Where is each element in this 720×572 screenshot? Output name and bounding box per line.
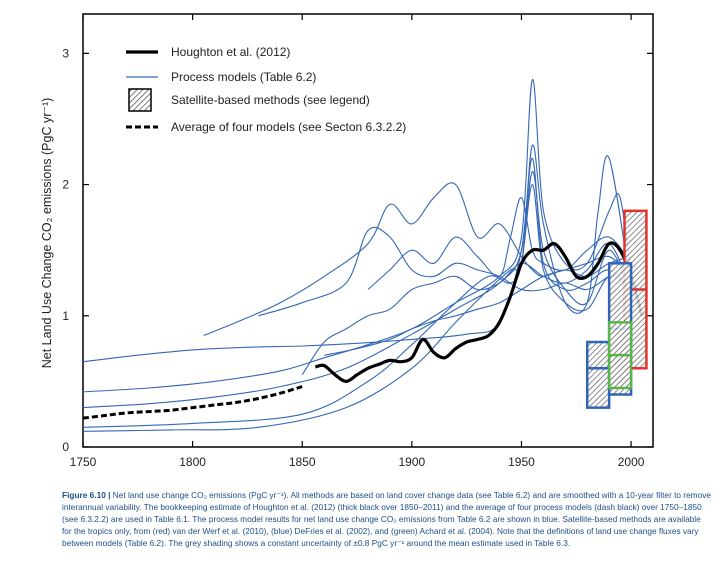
process-model-line [301, 242, 632, 376]
process-model-line [258, 226, 632, 317]
legend-swatch-satellite [128, 88, 152, 112]
process-model-line [82, 79, 632, 393]
houghton-line [314, 241, 644, 384]
average-four-models-line [82, 385, 303, 420]
process-model-line [324, 255, 632, 356]
process-model-line [82, 184, 632, 432]
y-tick-label: 2 [62, 178, 69, 192]
series-layer [82, 79, 644, 432]
x-tick-label: 1950 [508, 455, 535, 469]
figure-label: Figure 6.10 | [62, 490, 111, 500]
plot-area-frame [82, 13, 654, 448]
legend-label: Houghton et al. (2012) [171, 45, 290, 59]
x-tick-label: 1850 [289, 455, 316, 469]
process-model-line [82, 144, 632, 409]
satellite-box-layer [585, 209, 648, 409]
x-tick-label: 2000 [618, 455, 645, 469]
y-tick-label: 3 [62, 46, 69, 60]
axes-group: 1750 1800 1850 1900 1950 2000 0 1 2 3 [62, 14, 653, 469]
figure-caption: Figure 6.10 | Net land use change CO₂ em… [62, 489, 712, 549]
process-model-line [203, 182, 632, 337]
legend: Houghton et al. (2012) Process models (Ta… [126, 45, 406, 134]
x-tick-label: 1750 [70, 455, 97, 469]
x-tick-label: 1800 [179, 455, 206, 469]
legend-label: Average of four models (see Secton 6.3.2… [171, 120, 406, 134]
x-tick-label: 1900 [398, 455, 425, 469]
process-model-line [82, 170, 632, 428]
y-tick-label: 0 [62, 440, 69, 454]
legend-label: Satellite-based methods (see legend) [171, 93, 370, 107]
satellite-box-blue [585, 340, 611, 409]
process-model-line [367, 197, 632, 290]
y-tick-label: 1 [62, 309, 69, 323]
caption-text: Net land use change CO₂ emissions (PgC y… [62, 490, 711, 548]
legend-label: Process models (Table 6.2) [171, 70, 316, 84]
land-use-emissions-chart: 1750 1800 1850 1900 1950 2000 0 1 2 3 Houghton et… [40, 13, 654, 469]
y-axis-label: Net Land Use Change CO₂ emissions (PgC y… [40, 98, 54, 369]
